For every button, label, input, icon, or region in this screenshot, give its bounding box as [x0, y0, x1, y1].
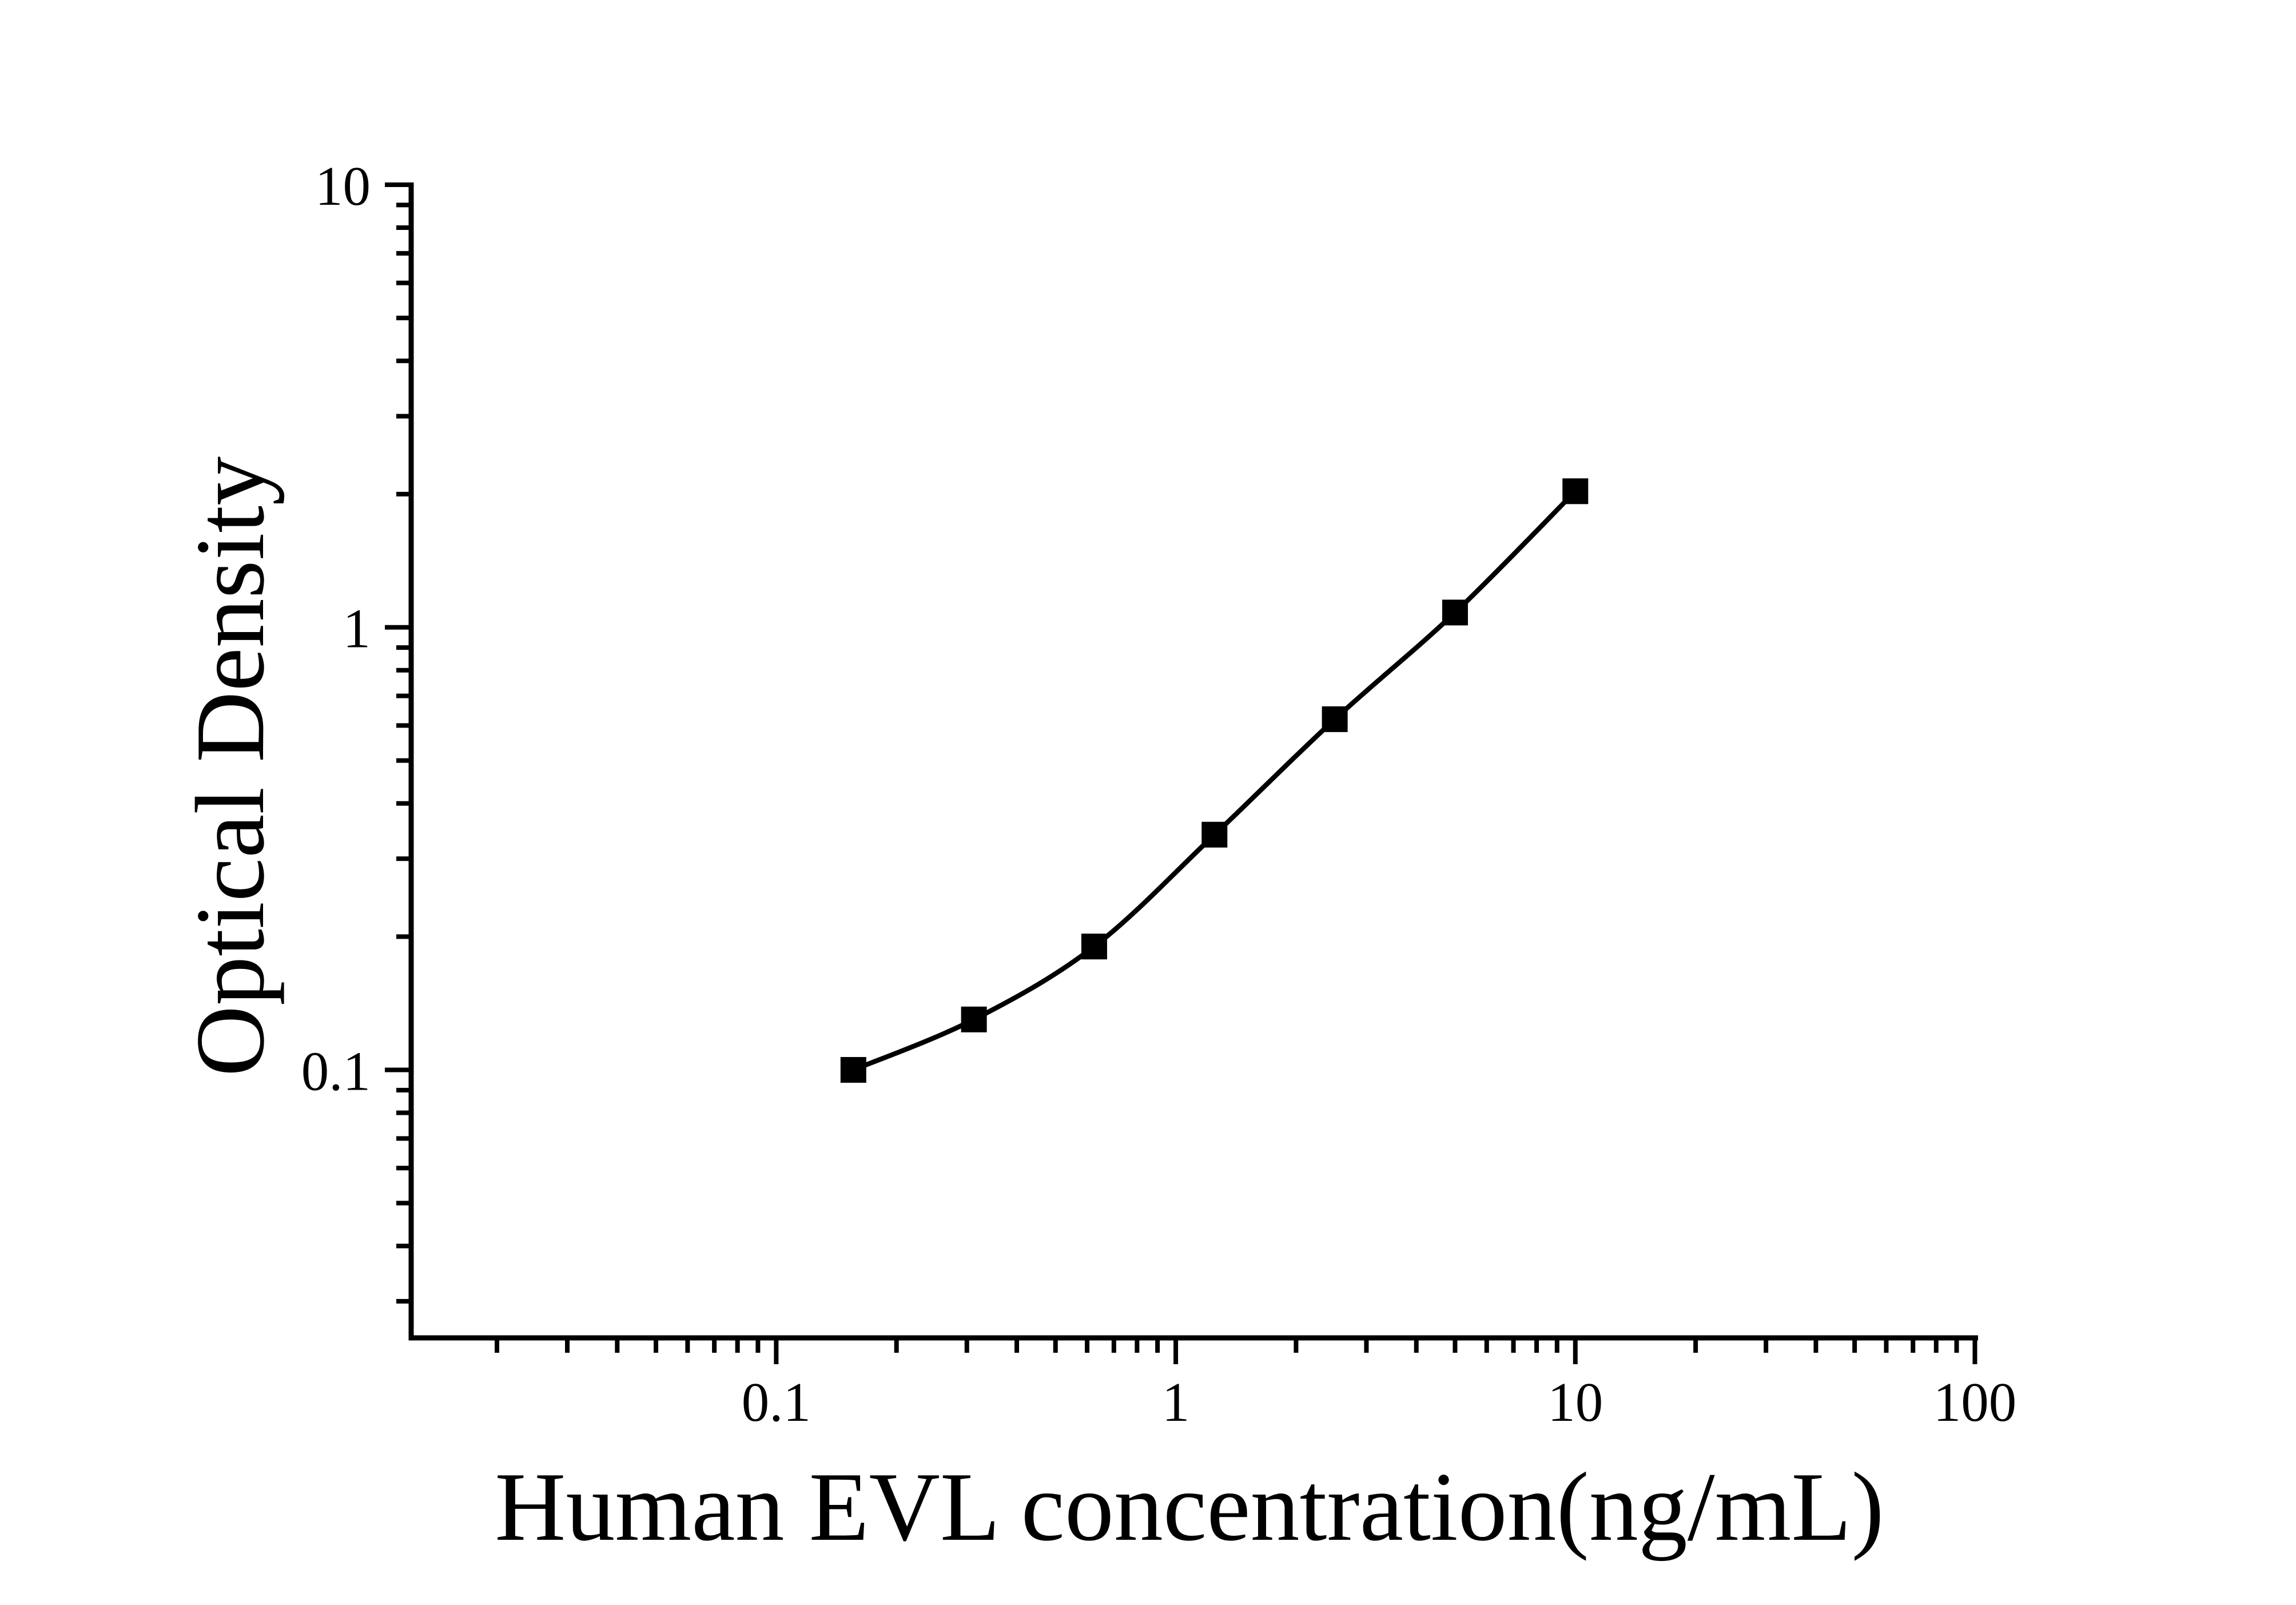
x-axis-title: Human EVL concentration(ng/mL)	[495, 1453, 1884, 1562]
x-tick-label: 10	[1547, 1372, 1603, 1433]
data-point-marker	[961, 1006, 987, 1032]
y-axis-title: Optical Density	[176, 456, 285, 1076]
data-point-marker	[1442, 599, 1468, 626]
data-point-marker	[1081, 933, 1107, 960]
series	[840, 478, 1589, 1083]
x-tick-label: 1	[1162, 1372, 1190, 1433]
data-point-marker	[1562, 478, 1589, 504]
data-point-marker	[840, 1056, 866, 1083]
x-tick-label: 100	[1933, 1372, 2017, 1433]
x-tick-label: 0.1	[742, 1372, 811, 1433]
data-point-marker	[1322, 706, 1348, 732]
y-tick-label: 10	[315, 156, 371, 217]
y-tick-label: 0.1	[301, 1040, 371, 1102]
series-line	[852, 489, 1577, 1072]
data-point-marker	[1201, 821, 1228, 848]
y-axis: 10 1 0.1	[301, 156, 414, 1341]
y-tick-label: 1	[343, 598, 371, 660]
x-axis: 0.1 1 10 100	[408, 1335, 2017, 1433]
